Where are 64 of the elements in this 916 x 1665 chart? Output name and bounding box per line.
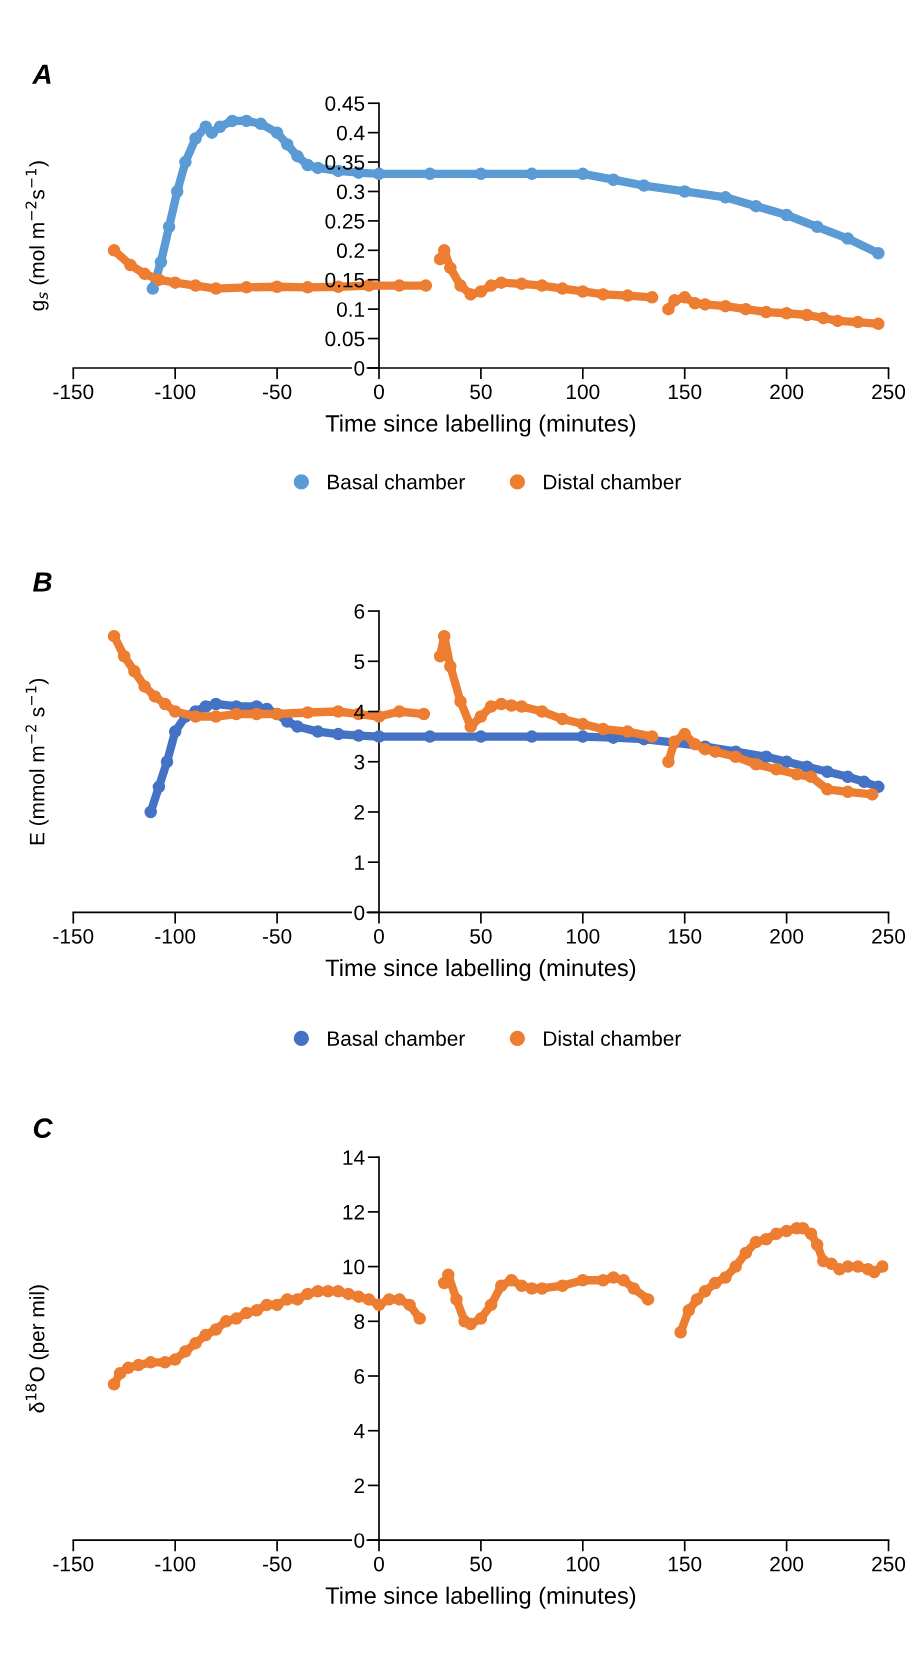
y-axis-title: g$_{s}$ (mol m$^{−2}$s$^{−1}$) (25, 161, 49, 311)
y-tick-label: 3 (354, 754, 365, 770)
y-axis-title: E (mmol m$^{−2}$ s$^{−1}$) (25, 678, 49, 845)
x-tick-label: -100 (155, 1556, 196, 1572)
y-tick-label: 0.2 (336, 243, 365, 259)
x-tick-label: 0 (374, 384, 384, 400)
y-tick-label: 0.45 (325, 96, 365, 111)
x-tick-label: 100 (567, 384, 600, 400)
y-axis-title: δ$^{18}$O (per mil) (25, 1285, 49, 1413)
x-tick-label: -150 (53, 384, 94, 400)
x-tick-label: 100 (567, 1556, 600, 1572)
y-tick-label: 0 (354, 905, 365, 921)
y-tick-label: 0 (354, 1533, 365, 1548)
y-tick-label: 6 (354, 604, 365, 619)
x-tick-label: 0 (374, 1556, 384, 1572)
x-tick-label: 50 (470, 928, 492, 944)
x-tick-label: 200 (770, 384, 804, 400)
x-tick-label: 250 (872, 1556, 906, 1572)
y-tick-label: 0.4 (336, 125, 365, 141)
x-tick-label: -100 (155, 928, 196, 944)
x-tick-label: -50 (262, 384, 292, 400)
y-tick-label: 0 (354, 360, 365, 376)
x-tick-label: 250 (872, 384, 906, 400)
x-tick-label: 150 (668, 928, 702, 944)
y-tick-label: 2 (354, 804, 365, 820)
legend-label: Basal chamber (328, 474, 465, 490)
x-tick-label: 150 (668, 1556, 702, 1572)
chart-title: B (33, 572, 52, 592)
legend-label: Distal chamber (544, 474, 681, 490)
x-tick-label: 0 (374, 928, 384, 944)
y-tick-label: 0.1 (336, 302, 365, 317)
x-tick-label: 200 (770, 1556, 804, 1572)
legend-label: Basal chamber (328, 1030, 465, 1046)
x-tick-label: -50 (262, 1556, 292, 1572)
x-tick-label: -100 (155, 384, 196, 400)
y-tick-label: 6 (354, 1369, 365, 1384)
x-axis-title: Time since labelling (minutes) (325, 414, 636, 437)
x-tick-label: 150 (668, 384, 702, 400)
y-tick-label: 0.25 (325, 213, 365, 229)
x-tick-label: 200 (770, 928, 804, 944)
x-tick-label: -150 (53, 928, 94, 944)
y-tick-label: 8 (354, 1314, 365, 1330)
x-tick-label: 50 (470, 384, 492, 400)
y-tick-label: 0.05 (325, 331, 365, 347)
y-tick-label: 10 (343, 1259, 365, 1275)
x-axis-title: Time since labelling (minutes) (325, 958, 636, 981)
y-tick-label: 4 (354, 1423, 365, 1439)
x-tick-label: -150 (53, 1556, 94, 1572)
y-tick-label: 0.35 (325, 155, 365, 170)
y-tick-label: 14 (343, 1150, 365, 1165)
y-tick-label: 0.3 (336, 184, 365, 200)
y-tick-label: 12 (343, 1204, 365, 1220)
x-tick-label: -50 (262, 928, 292, 944)
chart-title: A (31, 64, 51, 84)
y-tick-label: 2 (354, 1478, 365, 1493)
x-tick-label: 250 (872, 928, 906, 944)
y-tick-label: 1 (355, 855, 365, 870)
chart-title: C (33, 1118, 53, 1138)
y-tick-label: 4 (354, 704, 365, 720)
legend-label: Distal chamber (544, 1030, 681, 1046)
x-tick-label: 100 (567, 928, 600, 944)
x-tick-label: 50 (470, 1556, 492, 1572)
x-axis-title: Time since labelling (minutes) (325, 1586, 636, 1609)
y-tick-label: 5 (354, 654, 365, 670)
